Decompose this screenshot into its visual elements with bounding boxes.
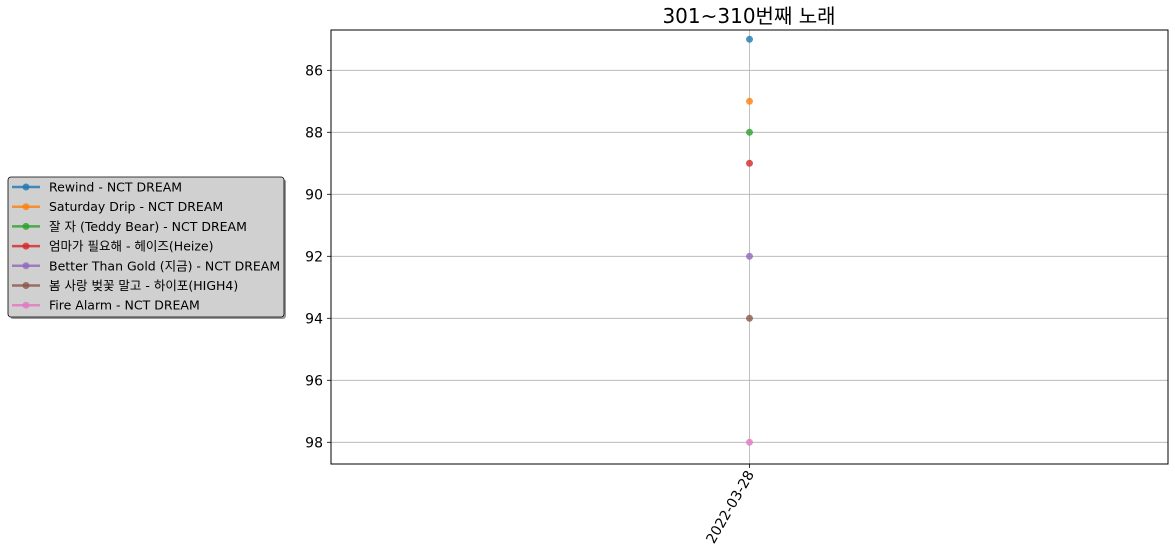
y-tick-label: 94 [305, 311, 323, 327]
data-point [746, 128, 753, 136]
data-point [746, 35, 753, 43]
y-tick-label: 86 [305, 63, 323, 79]
legend-marker [22, 242, 30, 250]
legend-label: Rewind - NCT DREAM [49, 180, 182, 195]
legend-label: 엄마가 필요해 - 헤이즈(Heize) [49, 239, 214, 254]
y-tick-label: 98 [305, 435, 323, 451]
y-tick-label: 92 [305, 249, 323, 265]
legend-label: Saturday Drip - NCT DREAM [49, 199, 223, 214]
data-point [746, 252, 753, 260]
y-axis: 86 88 90 92 94 96 98 [305, 63, 331, 451]
x-axis: 2022-03-28 [703, 464, 758, 546]
legend-marker [22, 262, 30, 270]
legend-label: Better Than Gold (지금) - NCT DREAM [49, 258, 280, 273]
legend-marker [22, 301, 30, 309]
y-tick-label: 90 [305, 187, 323, 203]
data-point [746, 314, 753, 322]
legend-marker [22, 183, 30, 191]
legend-label: 잘 자 (Teddy Bear) - NCT DREAM [49, 219, 247, 234]
y-tick-label: 96 [305, 373, 323, 389]
legend-marker [22, 222, 30, 230]
legend-label: 봄 사랑 벚꽃 말고 - 하이포(HIGH4) [49, 278, 238, 293]
x-tick-label: 2022-03-28 [703, 468, 758, 546]
legend-marker [22, 282, 30, 289]
data-point [746, 159, 753, 167]
grid-lines [331, 30, 1168, 464]
chart-title: 301~310번째 노래 [662, 4, 835, 28]
data-point [746, 97, 753, 105]
legend: Rewind - NCT DREAM Saturday Drip - NCT DR… [7, 176, 286, 319]
legend-marker [22, 203, 30, 211]
data-point [746, 438, 753, 446]
legend-label: Fire Alarm - NCT DREAM [49, 298, 200, 313]
legend-box [7, 176, 285, 318]
y-tick-label: 88 [305, 125, 323, 141]
data-points [746, 35, 753, 446]
